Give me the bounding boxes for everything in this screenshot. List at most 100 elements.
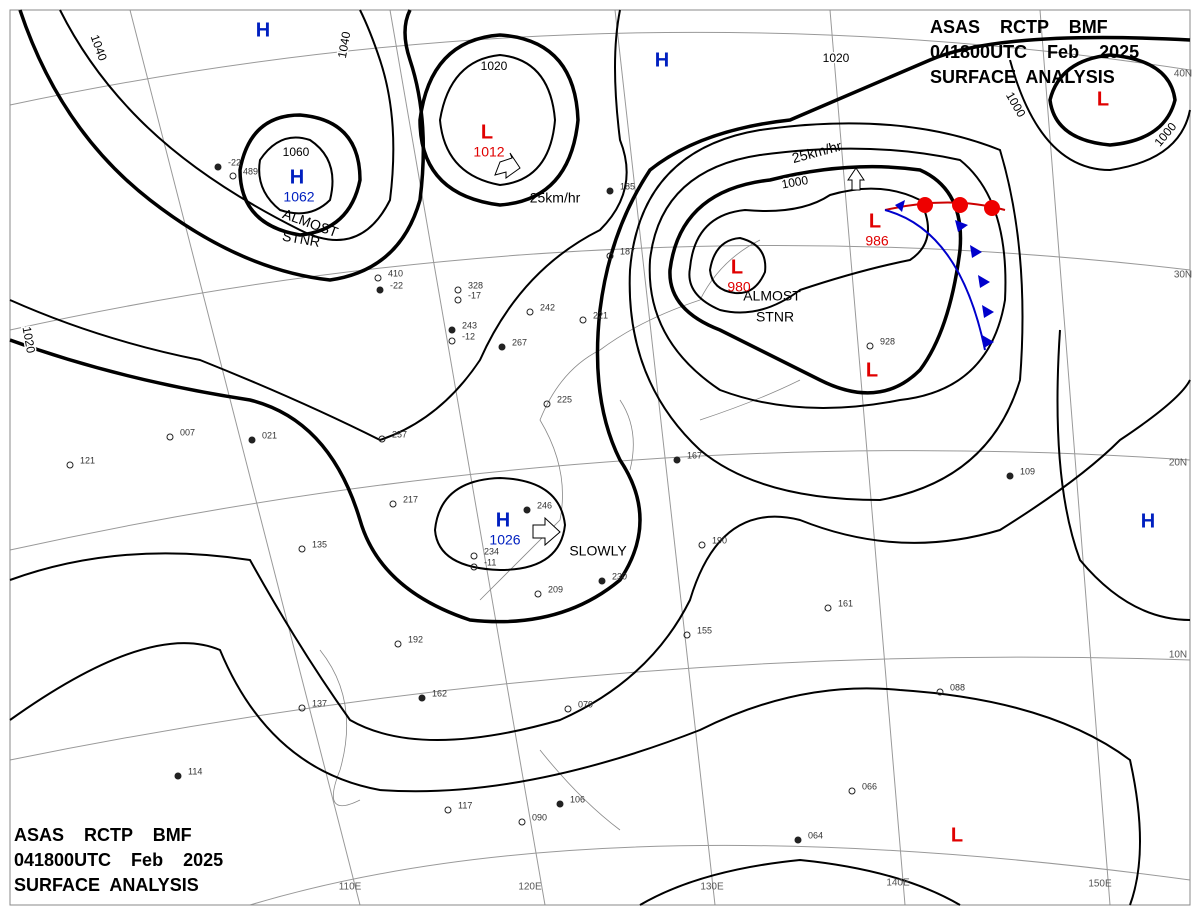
pressure-center-value: 1026 xyxy=(489,532,520,548)
station-marker xyxy=(448,337,456,345)
station-value: 328 xyxy=(468,280,483,290)
station-value: 066 xyxy=(862,781,877,791)
station-marker xyxy=(448,326,456,334)
station-value: 088 xyxy=(950,682,965,692)
annotation: ALMOST xyxy=(743,288,801,304)
station-value: 114 xyxy=(188,766,202,776)
station-marker xyxy=(229,172,237,180)
station-marker xyxy=(389,500,397,508)
annotation: STNR xyxy=(756,309,794,325)
station-marker xyxy=(598,577,606,585)
station-value: 135 xyxy=(312,539,327,549)
map-header: ASAS RCTP BMF xyxy=(14,825,192,845)
station-value: 217 xyxy=(403,494,418,504)
station-value: 064 xyxy=(808,830,823,840)
station-marker xyxy=(543,400,551,408)
station-marker xyxy=(214,163,222,171)
station-value: 109 xyxy=(1020,466,1035,476)
station-value: -12 xyxy=(462,331,475,341)
isobar-label: 1040 xyxy=(335,30,353,59)
pressure-center-value: 1012 xyxy=(473,144,504,160)
longitude-label: 110E xyxy=(339,882,362,893)
station-value: 007 xyxy=(180,427,195,437)
annotation: STNR xyxy=(281,228,321,250)
pressure-center-value: 980 xyxy=(727,279,751,295)
station-value: 121 xyxy=(80,455,95,465)
station-value: 246 xyxy=(537,500,552,510)
station-marker xyxy=(606,187,614,195)
station-marker xyxy=(673,456,681,464)
station-value: 230 xyxy=(612,571,627,581)
station-value: 489 xyxy=(243,166,258,176)
station-marker xyxy=(394,640,402,648)
station-marker xyxy=(376,286,384,294)
station-marker xyxy=(526,308,534,316)
isobar-label: 1020 xyxy=(823,51,850,65)
station-marker xyxy=(444,806,452,814)
latitude-label: 10N xyxy=(1169,650,1187,661)
pressure-center-symbol: L xyxy=(481,121,493,143)
map-header: SURFACE ANALYSIS xyxy=(930,67,1115,87)
longitude-label: 130E xyxy=(700,882,724,893)
station-marker xyxy=(866,342,874,350)
station-value: 221 xyxy=(593,310,608,320)
annotation: 25km/hr xyxy=(530,190,581,206)
map-header: SURFACE ANALYSIS xyxy=(14,875,199,895)
station-value: 225 xyxy=(557,394,572,404)
station-marker xyxy=(66,461,74,469)
station-marker xyxy=(470,552,478,560)
station-marker xyxy=(518,818,526,826)
station-value: 090 xyxy=(532,812,547,822)
station-marker xyxy=(556,800,564,808)
station-value: -22 xyxy=(228,157,241,167)
graticule xyxy=(9,9,1191,906)
station-value: 187 xyxy=(620,246,635,256)
pressure-center-symbol: H xyxy=(290,166,304,188)
station-marker xyxy=(936,688,944,696)
station-value: 410 xyxy=(388,268,403,278)
longitude-label: 140E xyxy=(886,878,910,889)
station-value: 257 xyxy=(392,429,407,439)
map-header: 041800UTC Feb 2025 xyxy=(14,850,223,870)
station-value: 243 xyxy=(462,320,477,330)
station-marker xyxy=(378,435,386,443)
station-marker xyxy=(248,436,256,444)
annotation: SLOWLY xyxy=(569,543,627,559)
pressure-center-symbol: L xyxy=(866,359,878,381)
station-marker xyxy=(794,836,802,844)
station-marker xyxy=(174,772,182,780)
station-value: 928 xyxy=(880,336,895,346)
motion-arrows xyxy=(494,152,865,547)
station-value: 021 xyxy=(262,430,277,440)
latitude-label: 30N xyxy=(1174,270,1192,281)
station-value: 209 xyxy=(548,584,563,594)
station-value: -22 xyxy=(390,280,403,290)
station-value: 137 xyxy=(312,698,327,708)
isobars xyxy=(9,9,1191,906)
station-marker xyxy=(454,286,462,294)
station-marker xyxy=(523,506,531,514)
pressure-center-symbol: H xyxy=(256,19,270,41)
station-value: 192 xyxy=(408,634,423,644)
isobar-label: 1020 xyxy=(481,59,508,73)
station-marker xyxy=(824,604,832,612)
station-marker xyxy=(698,541,706,549)
pressure-center-symbol: L xyxy=(1097,88,1109,110)
station-value: 162 xyxy=(432,688,447,698)
pressure-center-value: 1062 xyxy=(283,189,314,205)
isobar-label: 1020 xyxy=(20,325,38,354)
station-marker xyxy=(498,343,506,351)
latitude-label: 20N xyxy=(1169,458,1187,469)
pressure-center-symbol: H xyxy=(655,49,669,71)
station-value: 234 xyxy=(484,546,499,556)
station-marker xyxy=(454,296,462,304)
station-value: 106 xyxy=(570,794,585,804)
station-value: 190 xyxy=(712,535,727,545)
station-marker xyxy=(579,316,587,324)
pressure-center-symbol: L xyxy=(731,256,743,278)
latitude-label: 40N xyxy=(1174,69,1192,80)
fronts xyxy=(884,197,1006,351)
station-value: -11 xyxy=(484,557,496,567)
